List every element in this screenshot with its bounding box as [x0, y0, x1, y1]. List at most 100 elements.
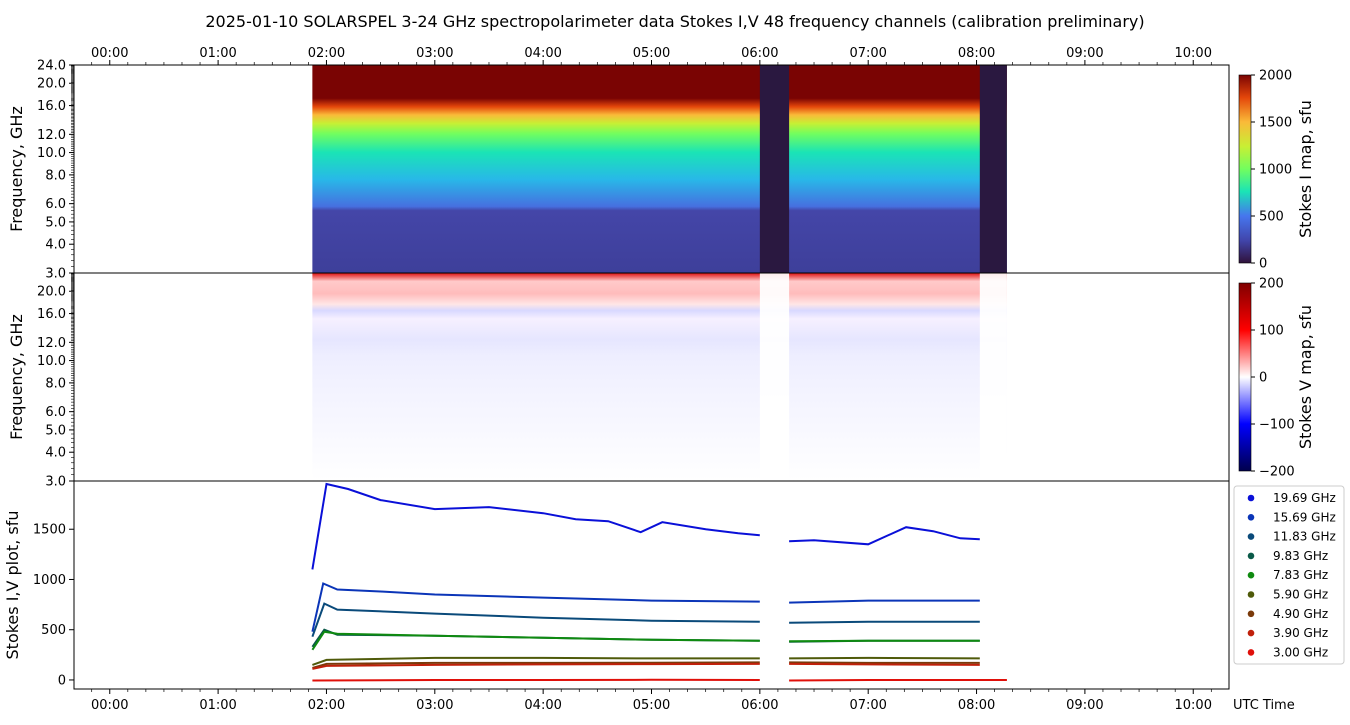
- bottom-tick-label: 05:00: [633, 698, 670, 713]
- series-line: [312, 678, 760, 682]
- y-tick-label: 20.0: [37, 77, 66, 92]
- y-tick-label: 4.0: [45, 446, 66, 461]
- stokes-i-spectrogram: [312, 65, 1007, 273]
- legend-marker: [1247, 649, 1255, 656]
- stokes-i-panel: 3.0 4.0 5.0 6.0 8.0 10.0 12.0 16.0 20.0 24.0 Freq…: [7, 59, 1315, 282]
- top-tick-label: 06:00: [741, 46, 778, 61]
- y-tick-label: 6.0: [45, 405, 66, 420]
- stokes-i-colorbar-label: Stokes I map, sfu: [1296, 100, 1315, 238]
- y-tick-label: 3.0: [45, 267, 66, 282]
- bottom-tick-label: 06:00: [741, 698, 778, 713]
- top-tick-label: 05:00: [633, 46, 670, 61]
- stokes-i-gaps: [759, 65, 1007, 273]
- top-time-axis: 00:00 01:00 02:00 03:00 04:00 05:00 06:00 07:00…: [91, 46, 1212, 65]
- legend-label: 4.90 GHz: [1273, 607, 1328, 621]
- legend-label: 5.90 GHz: [1273, 588, 1328, 602]
- series-line: [789, 679, 1007, 682]
- legend-label: 19.69 GHz: [1273, 491, 1336, 505]
- stokes-v-colorbar: [1238, 282, 1252, 472]
- series-line: [789, 599, 980, 604]
- stokes-plot-ylabel: Stokes I,V plot, sfu: [3, 511, 22, 660]
- top-tick-label: 00:00: [91, 46, 128, 61]
- colorbar-tick-label: 500: [1259, 210, 1284, 225]
- top-tick-label: 10:00: [1175, 46, 1212, 61]
- figure-title: 2025-01-10 SOLARSPEL 3-24 GHz spectropol…: [205, 12, 1144, 31]
- series-line: [789, 656, 980, 660]
- legend: [1233, 485, 1345, 665]
- stokes-plot-frame: [73, 480, 1230, 690]
- top-tick-label: 08:00: [958, 46, 995, 61]
- series-line: [312, 662, 760, 670]
- series-line: [311, 602, 760, 638]
- colorbar-tick-label: −200: [1259, 465, 1295, 480]
- colorbar-tick-label: 100: [1259, 324, 1284, 339]
- series-line: [311, 582, 760, 632]
- legend-items: 19.69 GHz 15.69 GHz 11.83 GHz 9.83 GHz 7.83 …: [1247, 491, 1336, 659]
- y-tick-label: 12.0: [37, 336, 66, 351]
- stokes-v-gap: [979, 273, 1007, 481]
- stokes-v-colorbar-label: Stokes V map, sfu: [1296, 305, 1315, 449]
- stokes-i-colorbar: [1238, 74, 1252, 264]
- y-tick-label: 8.0: [45, 376, 66, 391]
- y-tick-label: 0: [58, 673, 66, 688]
- y-tick-label: 5.0: [45, 215, 66, 230]
- colorbar-tick-label: 200: [1259, 277, 1284, 292]
- series-line: [312, 661, 760, 669]
- colorbar-tick-label: 0: [1259, 371, 1267, 386]
- legend-marker: [1247, 514, 1255, 521]
- bottom-tick-label: 01:00: [199, 698, 236, 713]
- stokes-v-panel: 3.0 4.0 5.0 6.0 8.0 10.0 12.0 16.0 20.0 Frequenc…: [7, 272, 1315, 490]
- stokes-i-ylabel: Frequency, GHz: [7, 106, 26, 232]
- y-tick-label: 6.0: [45, 197, 66, 212]
- legend-label: 3.90 GHz: [1273, 626, 1328, 640]
- legend-label: 3.00 GHz: [1273, 645, 1328, 659]
- series-line: [789, 639, 980, 643]
- legend-marker: [1247, 591, 1255, 598]
- y-tick-label: 16.0: [37, 99, 66, 114]
- legend-marker: [1247, 610, 1255, 618]
- colorbar-tick-label: 1500: [1259, 116, 1292, 131]
- y-tick-label: 3.0: [45, 475, 66, 490]
- top-tick-label: 07:00: [849, 46, 886, 61]
- stokes-i-gap: [759, 65, 790, 273]
- bottom-tick-label: 07:00: [849, 698, 886, 713]
- bottom-tick-label: 03:00: [416, 698, 453, 713]
- y-tick-label: 10.0: [37, 146, 66, 161]
- series-line: [311, 482, 760, 570]
- top-tick-label: 03:00: [416, 46, 453, 61]
- legend-label: 15.69 GHz: [1273, 510, 1336, 524]
- y-tick-label: 500: [41, 623, 66, 638]
- legend-label: 11.83 GHz: [1273, 530, 1336, 544]
- legend-label: 7.83 GHz: [1273, 568, 1328, 582]
- top-tick-label: 01:00: [199, 46, 236, 61]
- y-tick-label: 12.0: [37, 128, 66, 143]
- colorbar-tick-label: 0: [1259, 257, 1267, 272]
- bottom-tick-label: 04:00: [524, 698, 561, 713]
- y-tick-label: 1500: [33, 523, 66, 538]
- stokes-v-ylabel: Frequency, GHz: [7, 314, 26, 440]
- top-tick-label: 09:00: [1066, 46, 1103, 61]
- bottom-time-axis: 00:00 01:00 02:00 03:00 04:00 05:00 06:00 07:00…: [91, 689, 1212, 713]
- y-tick-label: 4.0: [45, 238, 66, 253]
- y-tick-label: 8.0: [45, 168, 66, 183]
- legend-marker: [1247, 571, 1255, 579]
- y-tick-label: 16.0: [37, 307, 66, 322]
- y-tick-label: 10.0: [37, 354, 66, 369]
- stokes-v-gaps: [759, 273, 1007, 481]
- top-tick-label: 02:00: [308, 46, 345, 61]
- legend-marker: [1247, 533, 1255, 540]
- y-tick-label: 1000: [33, 573, 66, 588]
- y-tick-label: 20.0: [37, 285, 66, 300]
- stokes-i-gap: [979, 65, 1007, 273]
- y-tick-label: 24.0: [37, 59, 66, 74]
- colorbar-tick-label: 1000: [1259, 163, 1292, 178]
- x-axis-label: UTC Time: [1233, 698, 1295, 713]
- legend-marker: [1247, 494, 1255, 502]
- series-line: [789, 661, 980, 664]
- bottom-tick-label: 02:00: [308, 698, 345, 713]
- series-line: [789, 662, 980, 666]
- colorbar-tick-label: −100: [1259, 418, 1295, 433]
- series-line: [311, 630, 760, 651]
- top-tick-label: 04:00: [524, 46, 561, 61]
